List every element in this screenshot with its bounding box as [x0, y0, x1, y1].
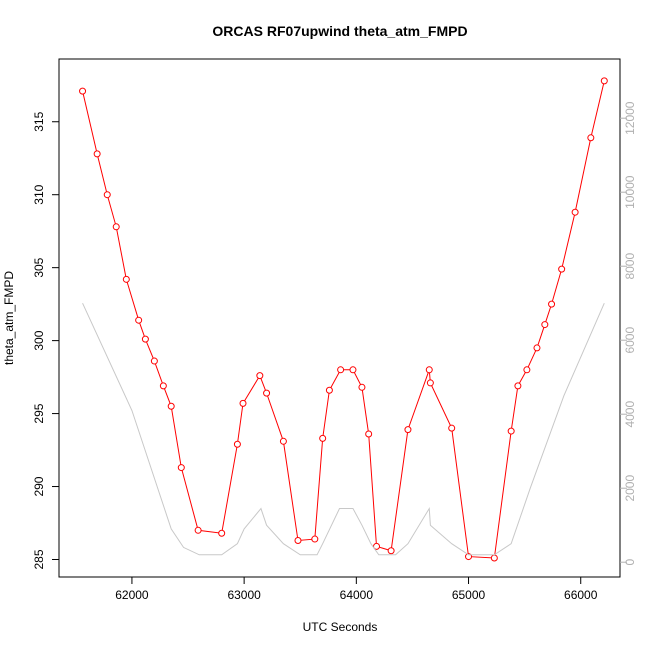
theta-data-point	[373, 542, 381, 550]
y-tick-label: 285	[32, 549, 46, 569]
plot-series	[79, 77, 608, 562]
right-y-axis: 0 2000 4000 6000 8000 10000 12000	[620, 101, 637, 566]
y-tick-label: 315	[32, 111, 46, 131]
theta-data-point	[279, 437, 287, 445]
theta-data-point	[112, 223, 120, 231]
theta-data-point	[122, 275, 130, 283]
theta-data-point	[358, 383, 366, 391]
x-tick-label: 63000	[227, 588, 261, 602]
theta-data-point	[239, 399, 247, 407]
right-y-tick-label: 10000	[623, 175, 637, 209]
theta-data-point	[387, 547, 395, 555]
theta-data-point	[548, 300, 556, 308]
right-y-tick-label: 6000	[623, 327, 637, 354]
theta-data-point	[349, 366, 357, 374]
theta-data-point	[311, 535, 319, 543]
theta-data-point	[319, 434, 327, 442]
x-tick-label: 66000	[564, 588, 598, 602]
theta-data-point	[448, 424, 456, 432]
right-y-tick-label: 8000	[623, 253, 637, 280]
y-tick-label: 305	[32, 257, 46, 277]
theta-data-point	[150, 357, 158, 365]
theta-data-point	[600, 77, 608, 85]
theta-data-point	[103, 191, 111, 199]
theta-data-point	[490, 554, 498, 562]
x-axis: 62000 63000 64000 65000 66000	[115, 577, 598, 602]
theta-data-point	[533, 344, 541, 352]
theta-data-point	[337, 366, 345, 374]
theta-data-point	[167, 402, 175, 410]
x-tick-label: 62000	[115, 588, 149, 602]
right-y-tick-label: 2000	[623, 475, 637, 502]
theta-data-point	[507, 427, 515, 435]
theta-data-point	[135, 316, 143, 324]
altitude-series-line	[82, 302, 605, 556]
theta-data-point	[79, 87, 87, 95]
theta-data-point	[325, 386, 333, 394]
theta-data-point	[294, 537, 302, 545]
theta-data-point	[571, 208, 579, 216]
theta-data-point	[218, 529, 226, 537]
x-tick-label: 64000	[340, 588, 374, 602]
theta-data-point	[177, 464, 185, 472]
theta-data-point	[365, 430, 373, 438]
theta-data-point	[256, 372, 264, 380]
chart-title: ORCAS RF07upwind theta_atm_FMPD	[212, 23, 467, 39]
theta-data-point	[159, 382, 167, 390]
right-y-tick-label: 12000	[623, 101, 637, 135]
theta-data-point	[404, 426, 412, 434]
y-tick-label: 300	[32, 330, 46, 350]
theta-data-point	[514, 382, 522, 390]
y-axis: 285 290 295 300 305 310 315	[32, 111, 59, 570]
right-y-tick-label: 4000	[623, 401, 637, 428]
theta-data-point	[194, 526, 202, 534]
theta-data-point	[587, 134, 595, 142]
theta-data-point	[425, 366, 433, 374]
theta-data-point	[141, 335, 149, 343]
theta-data-point	[541, 321, 549, 329]
theta-data-point	[263, 389, 271, 397]
theta-data-point	[93, 150, 101, 158]
theta-data-point	[426, 379, 434, 387]
theta-data-point	[558, 265, 566, 273]
y-tick-label: 290	[32, 476, 46, 496]
theta-data-point	[523, 366, 531, 374]
theta-data-point	[233, 440, 241, 448]
y-tick-label: 295	[32, 403, 46, 423]
right-y-tick-label: 0	[623, 559, 637, 566]
y-tick-label: 310	[32, 184, 46, 204]
x-tick-label: 65000	[452, 588, 486, 602]
plot-area-frame	[58, 58, 621, 578]
x-axis-label: UTC Seconds	[303, 620, 378, 634]
y-axis-label: theta_atm_FMPD	[2, 271, 16, 365]
